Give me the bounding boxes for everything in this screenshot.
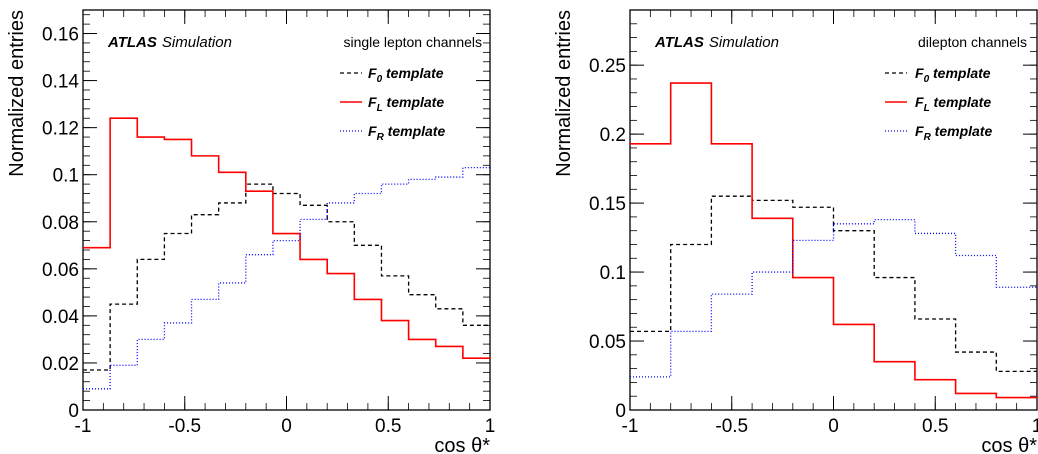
- legend-subscript: 0: [377, 74, 383, 85]
- x-tick-label: 0.5: [922, 416, 948, 437]
- y-tick-label: 0.04: [42, 307, 79, 328]
- legend-subscript: R: [924, 132, 932, 143]
- y-axis-title: Normalized entries: [553, 10, 575, 177]
- legend-subscript: R: [377, 132, 385, 143]
- legend-word: template: [929, 65, 991, 81]
- legend-entry-R: FR template: [915, 123, 992, 143]
- experiment-note: Simulation: [162, 34, 232, 51]
- legend-word: template: [383, 94, 445, 110]
- series-line-R: [630, 219, 1037, 378]
- x-tick-label: -1: [75, 416, 92, 437]
- y-tick-label: 0: [68, 401, 79, 422]
- y-tick-label: 0.15: [589, 194, 626, 215]
- y-tick-label: 0: [615, 401, 626, 422]
- x-tick-label: 1: [485, 416, 496, 437]
- x-axis-title: cos θ*: [981, 435, 1037, 454]
- legend-word: template: [931, 123, 993, 139]
- x-tick-label: 0: [281, 416, 292, 437]
- legend-symbol: F: [368, 65, 377, 81]
- legend-symbol: F: [915, 65, 924, 81]
- y-tick-label: 0.1: [53, 166, 79, 187]
- legend-entry-L: FL template: [915, 94, 991, 114]
- legend-symbol: F: [368, 94, 377, 110]
- y-tick-label: 0.02: [42, 354, 79, 375]
- legend-entry-0: F0 template: [915, 65, 991, 85]
- channel-label: dilepton channels: [918, 34, 1027, 50]
- legend-word: template: [382, 65, 444, 81]
- series-line-0: [83, 183, 490, 371]
- x-tick-label: -0.5: [168, 416, 201, 437]
- legend-subscript: L: [924, 103, 930, 114]
- legend-entry-0: F0 template: [368, 65, 444, 85]
- legend-symbol: F: [915, 94, 924, 110]
- channel-label: single lepton channels: [343, 34, 482, 50]
- left-panel-single-lepton: 0 0.02 0.04 0.06 0.08 0.1 0.12 0.14 0.16 -1 -0.5 0 0…: [6, 9, 496, 454]
- y-tick-label: 0.2: [600, 125, 626, 146]
- legend-entry-L: FL template: [368, 94, 444, 114]
- y-tick-label: 0.05: [589, 332, 626, 353]
- x-tick-label: -1: [622, 416, 639, 437]
- x-tick-label: 0: [828, 416, 839, 437]
- legend-word: template: [930, 94, 992, 110]
- y-tick-label: 0.12: [42, 119, 79, 140]
- legend-symbol: F: [915, 123, 924, 139]
- experiment-note: Simulation: [709, 34, 779, 51]
- legend-word: template: [384, 123, 446, 139]
- series-line-L: [630, 82, 1037, 399]
- legend-subscript: L: [377, 103, 383, 114]
- x-axis-title: cos θ*: [434, 435, 490, 454]
- x-tick-label: 1: [1032, 416, 1038, 437]
- y-tick-label: 0.14: [42, 72, 79, 93]
- y-tick-label: 0.08: [42, 213, 79, 234]
- series-line-R: [83, 166, 490, 390]
- y-tick-label: 0.16: [42, 25, 79, 46]
- y-tick-label: 0.06: [42, 260, 79, 281]
- y-tick-label: 0.25: [589, 56, 626, 77]
- y-tick-label: 0.1: [600, 263, 626, 284]
- experiment-label: ATLAS: [107, 34, 157, 51]
- legend-subscript: 0: [924, 74, 930, 85]
- y-axis-title: Normalized entries: [6, 10, 28, 177]
- legend-symbol: F: [368, 123, 377, 139]
- x-tick-label: 0.5: [375, 416, 401, 437]
- series-line-0: [630, 195, 1037, 373]
- legend-entry-R: FR template: [368, 123, 445, 143]
- x-tick-label: -0.5: [715, 416, 748, 437]
- experiment-label: ATLAS: [654, 34, 704, 51]
- series-line-L: [83, 117, 490, 360]
